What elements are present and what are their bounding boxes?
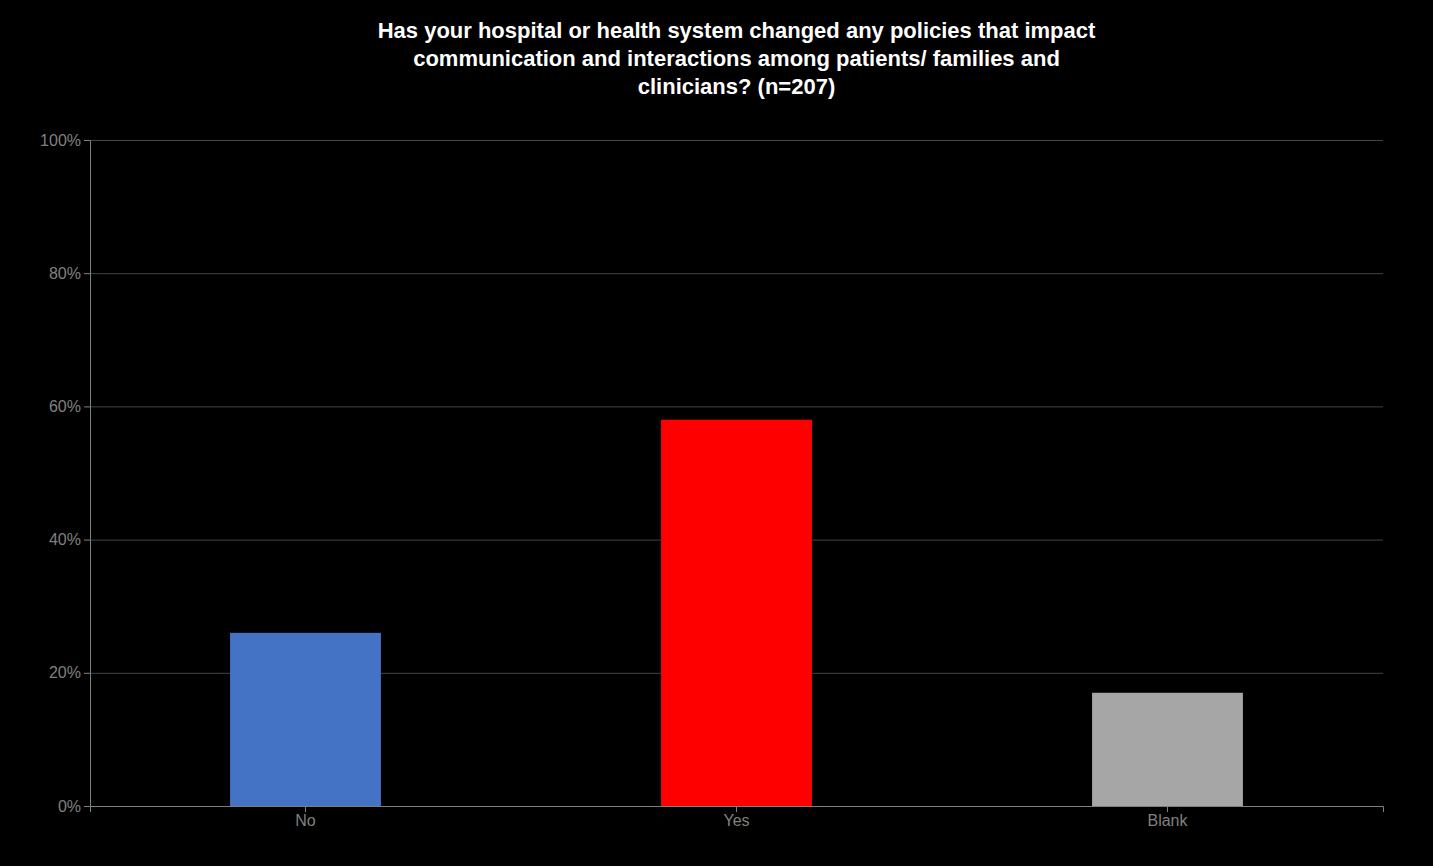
grid-tick	[90, 273, 1383, 274]
x-tick-label: No	[295, 812, 316, 829]
y-tick: 80%	[49, 265, 90, 282]
y-tick-label: 40%	[49, 531, 81, 548]
bar	[1092, 693, 1243, 806]
y-axis: 0% 20% 40% 60% 80% 100%	[40, 132, 90, 815]
bar	[230, 633, 381, 806]
y-tick-label: 100%	[40, 132, 81, 149]
y-tick-mark	[84, 273, 90, 274]
title: Has your hospital or health system chang…	[378, 18, 1096, 99]
chart-svg: 0% 20% 40% 60% 80% 100% No Yes Blank Has your hos…	[0, 0, 1433, 866]
y-tick: 40%	[49, 531, 90, 548]
grid-line	[90, 273, 1383, 274]
x-tick: Yes	[723, 806, 749, 829]
y-tick-mark	[84, 140, 90, 141]
background	[0, 0, 1433, 866]
y-tick: 100%	[40, 132, 90, 149]
y-tick-label: 80%	[49, 265, 81, 282]
bars	[230, 420, 1243, 806]
y-tick-label: 60%	[49, 398, 81, 415]
title-line: Has your hospital or health system chang…	[378, 18, 1096, 43]
x-tick-mark	[1167, 806, 1168, 812]
y-tick: 60%	[49, 398, 90, 415]
x-axis: No Yes Blank	[91, 806, 1384, 829]
grid-line	[90, 406, 1383, 407]
y-tick-mark	[84, 806, 90, 807]
x-tick: No	[295, 806, 316, 829]
title-line: communication and interactions among pat…	[413, 46, 1060, 71]
chart-container: 0% 20% 40% 60% 80% 100% No Yes Blank Has your hos…	[0, 0, 1433, 866]
y-tick-mark	[84, 540, 90, 541]
y-tick-mark	[84, 673, 90, 674]
y-tick: 20%	[49, 664, 90, 681]
title-line: clinicians? (n=207)	[638, 74, 835, 99]
grid-line	[90, 140, 1383, 141]
y-tick-mark	[84, 406, 90, 407]
grid-tick	[90, 140, 1383, 141]
grid-tick	[90, 406, 1383, 407]
x-tick-label: Blank	[1147, 812, 1188, 829]
y-tick: 0%	[58, 798, 90, 815]
y-axis-line	[84, 141, 91, 807]
x-tick-label: Yes	[723, 812, 749, 829]
y-tick-label: 0%	[58, 798, 81, 815]
x-tick: Blank	[1147, 806, 1188, 829]
x-axis-line	[91, 807, 1384, 813]
grid	[90, 141, 1383, 807]
y-tick-label: 20%	[49, 664, 81, 681]
x-tick-mark	[305, 806, 306, 812]
x-tick-mark	[736, 806, 737, 812]
bar	[661, 420, 812, 806]
